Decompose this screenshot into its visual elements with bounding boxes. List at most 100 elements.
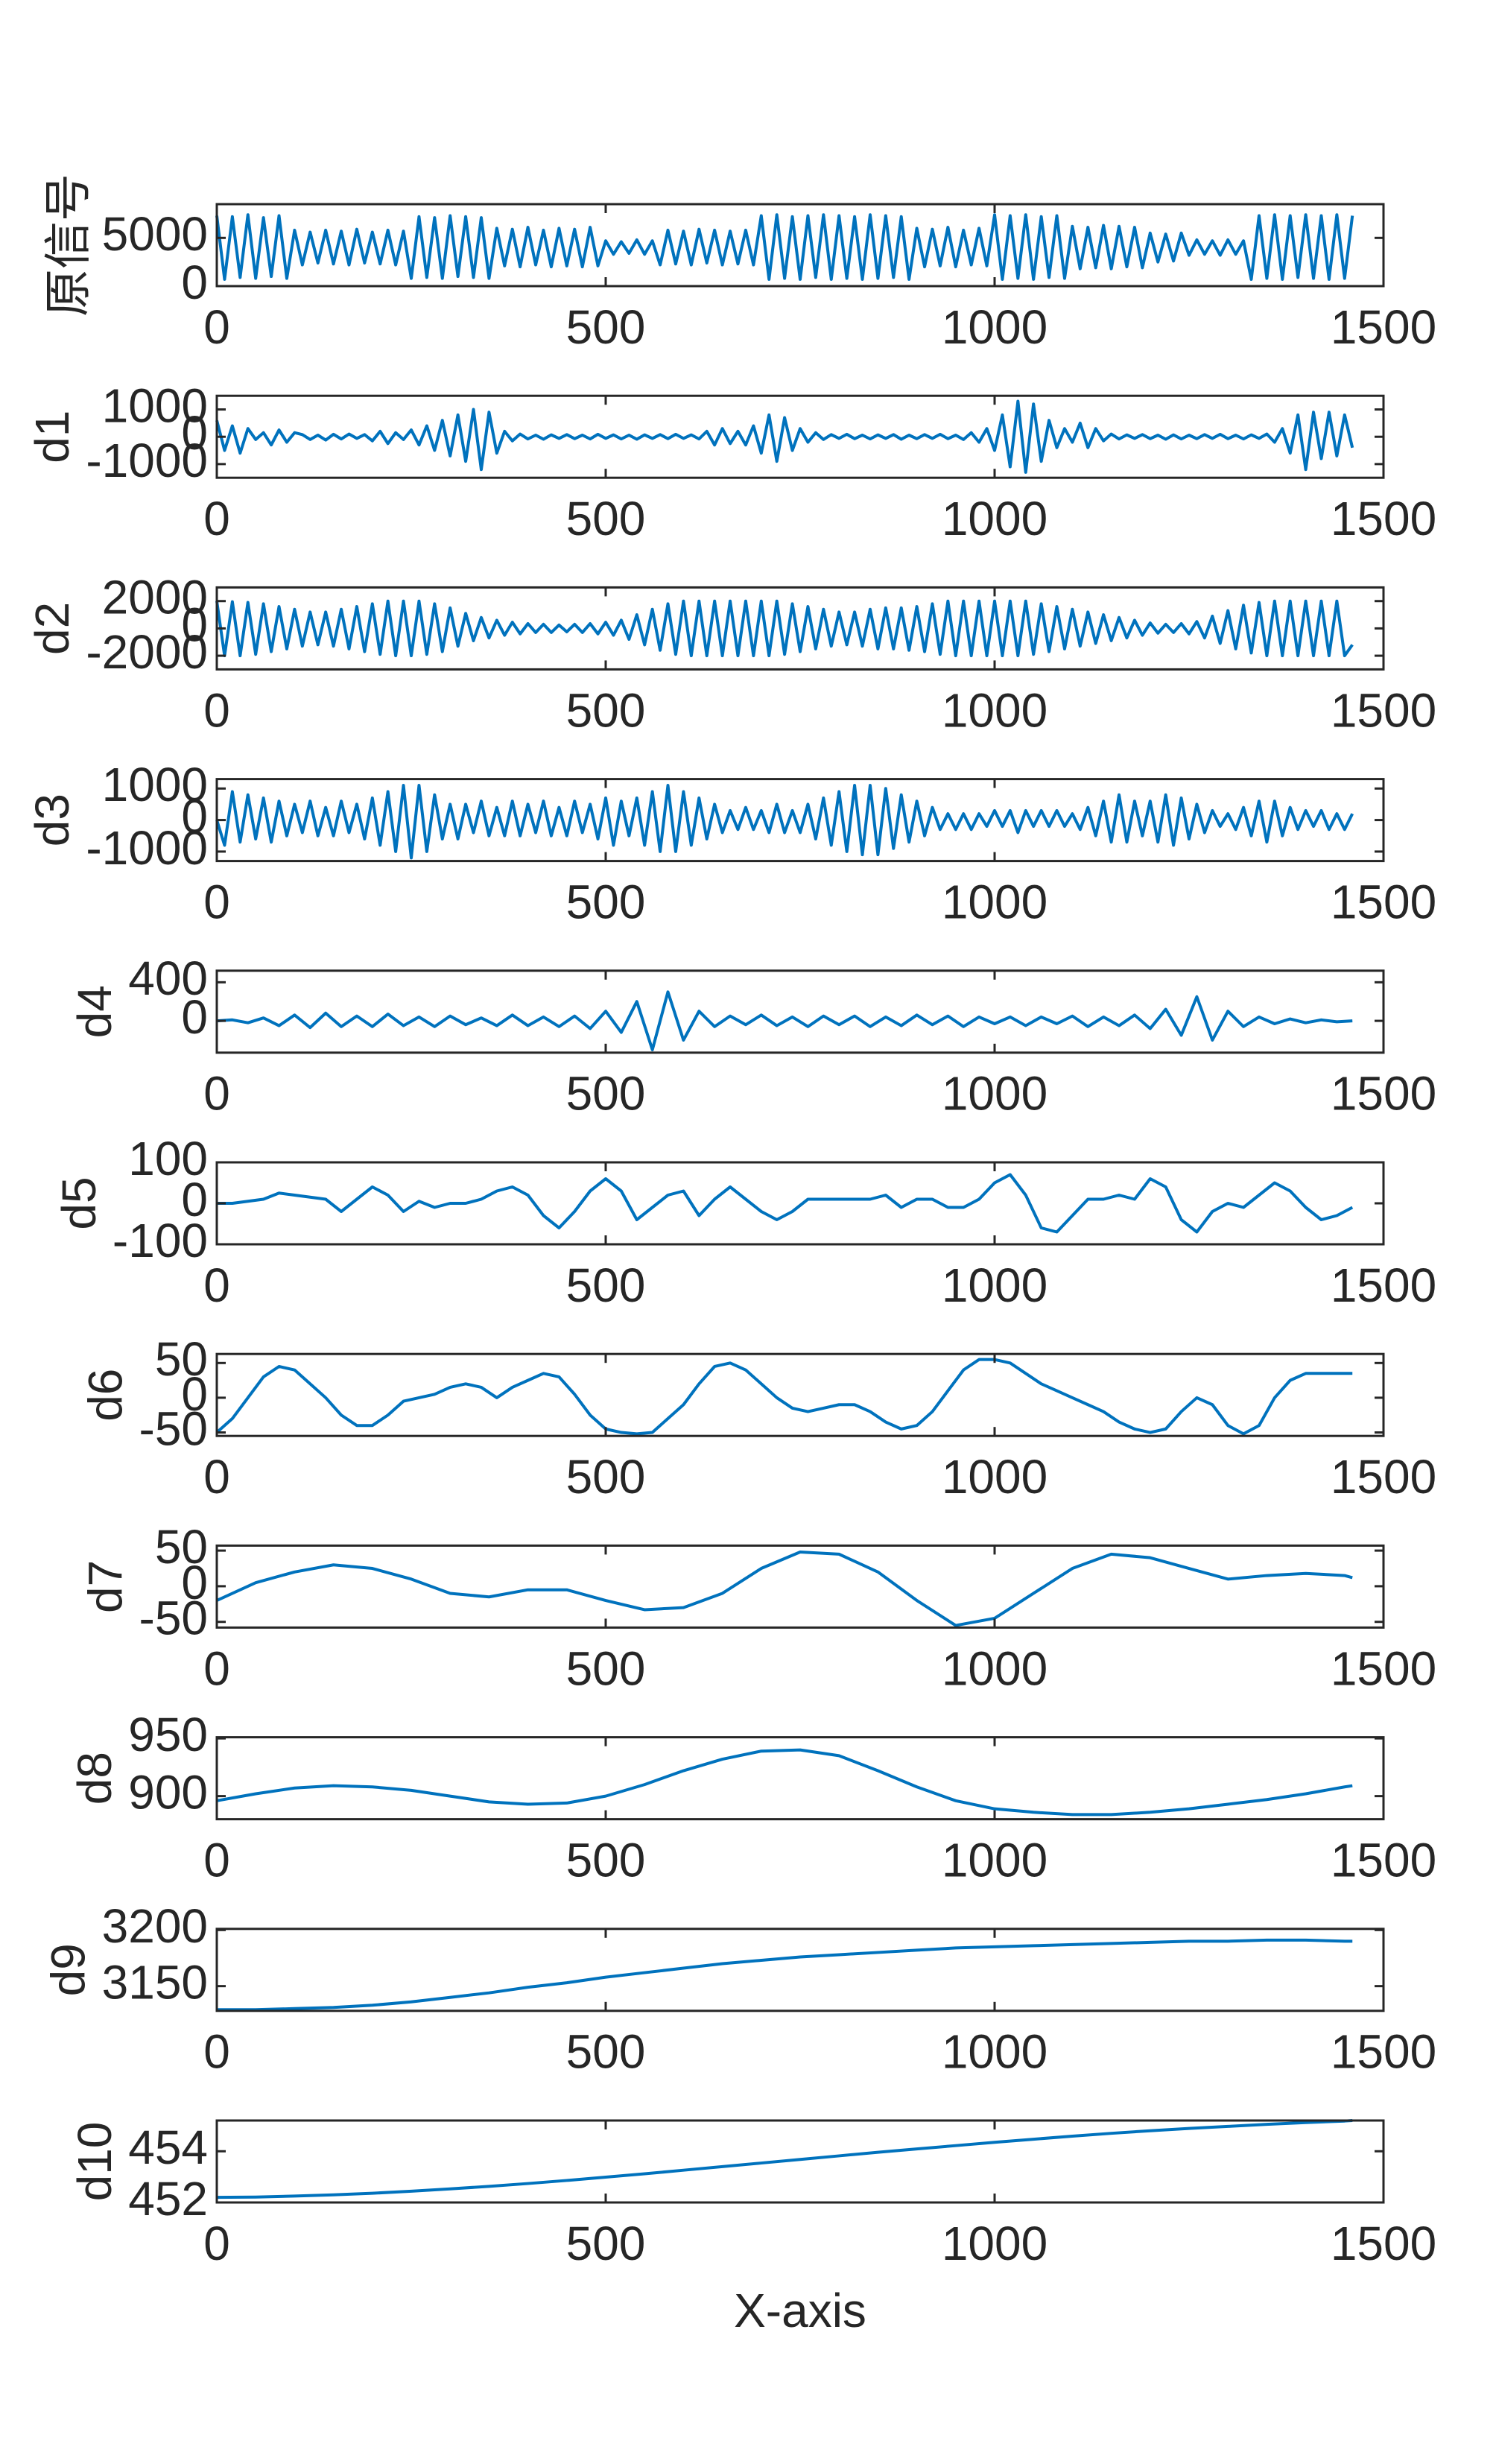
y-tick-label: 3150 [102,1956,208,2009]
y-tick-label: 100 [128,1132,208,1185]
y-tick-label: 5000 [102,207,208,261]
signal-line [215,399,1354,474]
x-tick-label: 1000 [942,1067,1047,1121]
x-tick-label: 1000 [942,875,1047,929]
y-tick-label: 1000 [102,379,208,432]
x-tick-label: 1000 [942,1258,1047,1312]
signal-line [216,1551,1353,1627]
y-tick-label: 452 [128,2172,208,2226]
y-tick-label: -1000 [86,434,208,487]
x-tick-label: 500 [566,1450,646,1504]
y-tick-label: 454 [128,2121,208,2174]
y-tick-label: -50 [139,1592,209,1645]
y-axis-label: d7 [78,1560,132,1613]
x-tick-label: 1500 [1331,492,1436,545]
x-tick-label: 1500 [1331,2025,1436,2079]
x-tick-label: 500 [566,875,646,929]
y-axis-label: d1 [25,411,79,463]
axes-frame [215,1161,1385,1246]
signal-line [217,1938,1353,2012]
y-tick-label: 0 [181,790,208,843]
axes-frame [215,203,1385,288]
y-tick-label: 950 [128,1708,208,1761]
x-tick-label: 1500 [1331,300,1436,354]
y-tick-label: 0 [181,1173,208,1226]
y-axis-label: d6 [78,1369,132,1422]
x-tick-label: 0 [203,300,230,354]
x-tick-label: 1000 [942,1450,1047,1504]
axes-frame [215,969,1385,1054]
y-axis-label: d5 [52,1176,106,1229]
x-tick-label: 0 [203,1641,230,1695]
signal-line [216,990,1353,1051]
x-tick-label: 1500 [1331,1258,1436,1312]
signal-line [216,2119,1353,2199]
y-tick-label: 0 [181,1556,208,1609]
y-tick-label: -2000 [86,625,208,679]
y-tick-label: 1000 [102,758,208,811]
x-tick-label: 500 [566,1258,646,1312]
x-tick-label: 500 [566,1067,646,1121]
x-tick-label: 500 [566,2217,646,2270]
x-tick-label: 1000 [942,683,1047,737]
x-tick-label: 500 [566,492,646,545]
x-axis-label: X-axis [734,2284,866,2337]
x-tick-label: 0 [203,1834,230,1887]
y-axis-label: d4 [68,985,121,1038]
y-tick-label: 2000 [102,571,208,624]
y-axis-label: 原信号 [42,174,95,317]
x-tick-label: 1500 [1331,1834,1436,1887]
y-tick-label: 0 [181,1367,208,1421]
y-tick-label: 3200 [102,1899,208,1953]
x-tick-label: 0 [203,492,230,545]
y-tick-label: 0 [181,990,208,1044]
signal-line [216,1748,1353,1817]
y-tick-label: -50 [139,1402,209,1455]
x-tick-label: 500 [566,1641,646,1695]
y-axis-label: d9 [42,1943,95,1996]
y-tick-label: 900 [128,1766,208,1820]
x-tick-label: 0 [203,2217,230,2270]
y-axis-label: d3 [25,794,79,846]
x-tick-label: 1000 [942,300,1047,354]
x-tick-label: 0 [203,875,230,929]
x-tick-label: 1000 [942,1641,1047,1695]
x-tick-label: 1500 [1331,1450,1436,1504]
axes-frame [215,1928,1385,2012]
y-axis-label: d10 [68,2122,121,2202]
axes-frame [215,1736,1385,1821]
axes-frame [215,1544,1385,1629]
x-tick-label: 500 [566,2025,646,2079]
x-tick-label: 1000 [942,2217,1047,2270]
x-tick-label: 1500 [1331,2217,1436,2270]
y-tick-label: 0 [181,406,208,460]
signal-line [215,1358,1353,1436]
x-tick-label: 1500 [1331,683,1436,737]
x-tick-label: 500 [566,683,646,737]
signal-line [215,784,1354,860]
y-tick-label: 50 [155,1520,208,1574]
y-axis-label: d8 [68,1752,121,1805]
x-tick-label: 1000 [942,2025,1047,2079]
x-tick-label: 0 [203,1067,230,1121]
x-tick-label: 1500 [1331,875,1436,929]
x-tick-label: 500 [566,300,646,354]
x-tick-label: 0 [203,1258,230,1312]
x-tick-label: 1000 [942,492,1047,545]
y-tick-label: -1000 [86,821,208,875]
signal-line [217,1173,1354,1234]
y-tick-label: -100 [112,1214,208,1267]
y-tick-label: 0 [181,598,208,651]
axes-frame [215,1352,1385,1437]
x-tick-label: 500 [566,1834,646,1887]
signal-line [215,213,1354,281]
y-axis-label: d2 [25,602,79,655]
axes-frame [215,2119,1385,2204]
x-tick-label: 0 [203,1450,230,1504]
signal-line [215,599,1354,658]
y-tick-label: 400 [128,951,208,1005]
x-tick-label: 0 [203,683,230,737]
x-tick-label: 1000 [942,1834,1047,1887]
